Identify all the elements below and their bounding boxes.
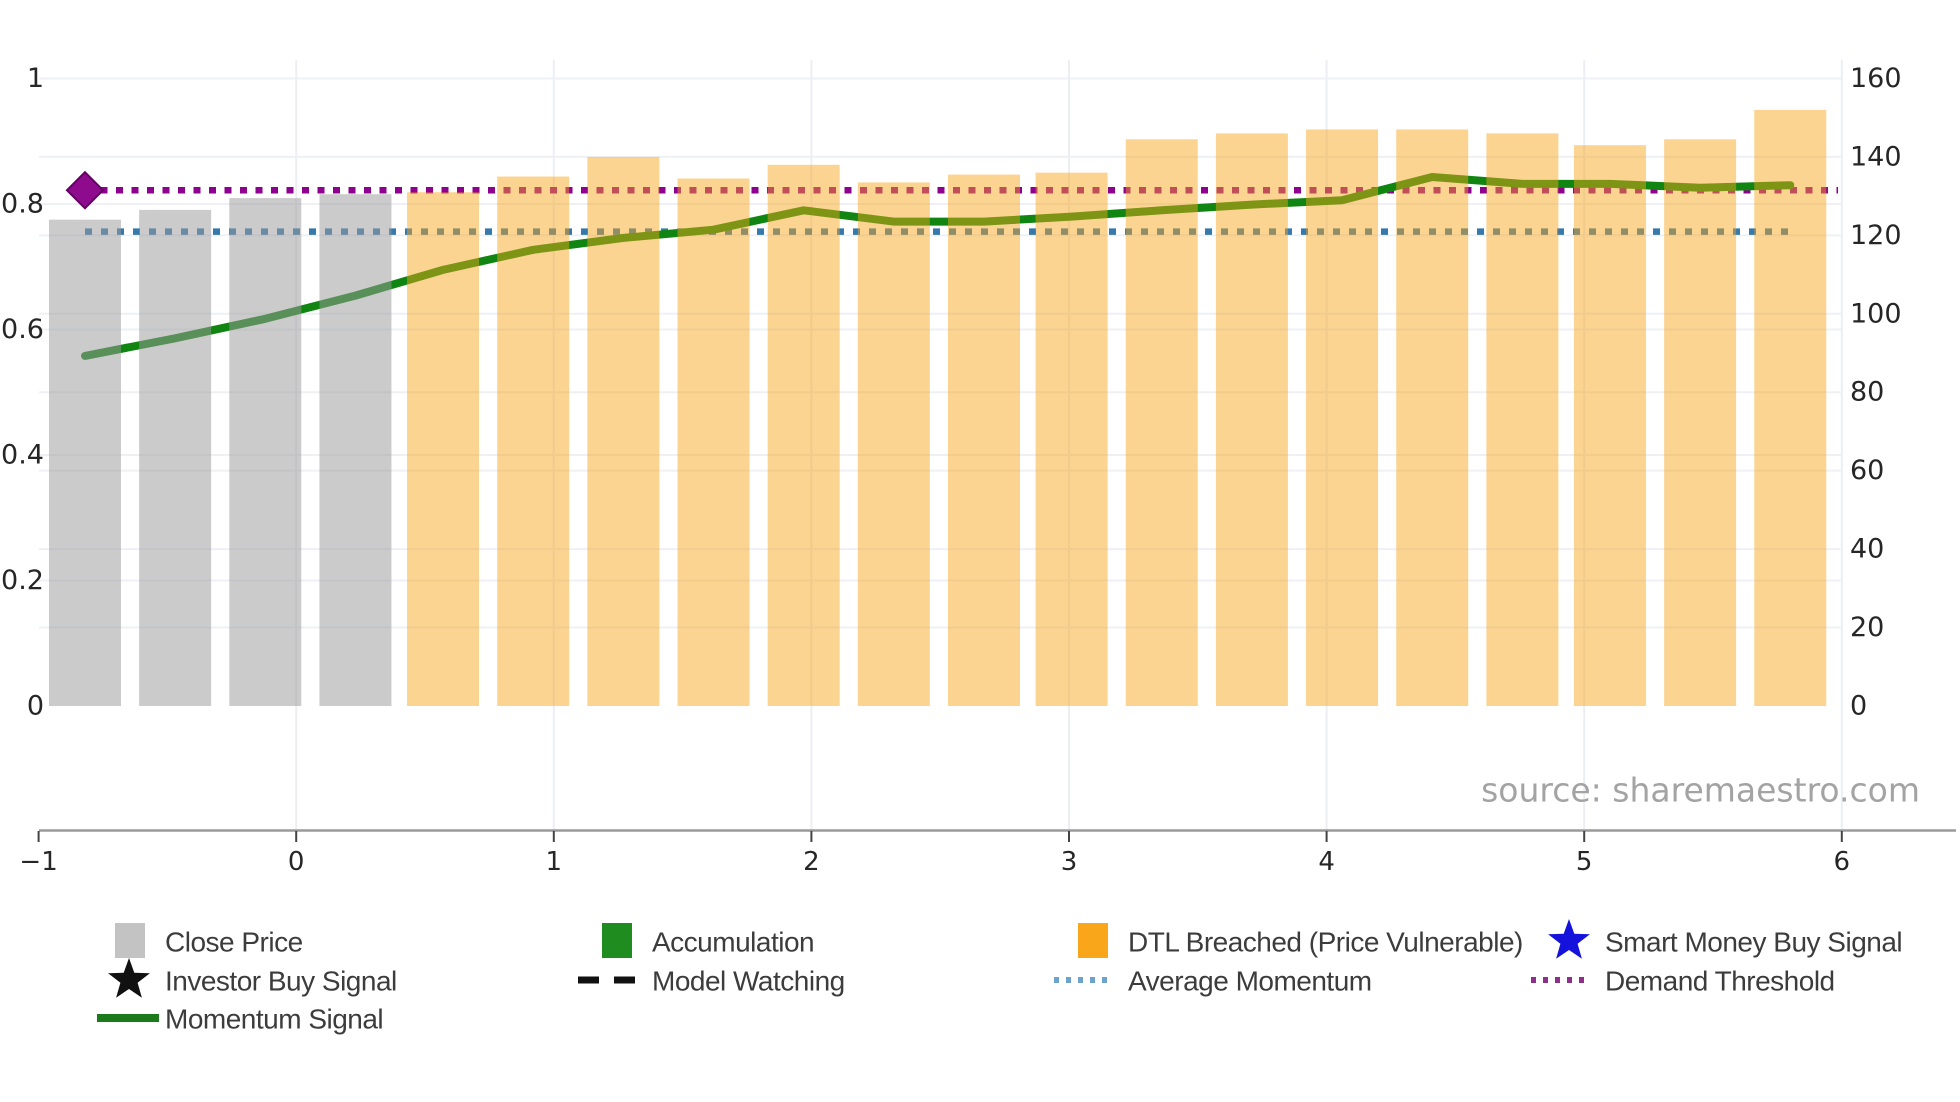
x-tick-label: 2	[803, 847, 820, 877]
dtl-breached-bar	[497, 176, 570, 706]
right-axis-tick-label: 40	[1850, 534, 1884, 565]
legend-item: Momentum Signal	[97, 1004, 384, 1035]
legend-square-swatch	[602, 923, 632, 958]
axis-layer: −1 0 1 2 3 4 5 600.20.40.60.8102040608010012014…	[1, 63, 1956, 877]
left-axis-tick-label: 0	[27, 691, 44, 722]
right-axis-tick-label: 120	[1850, 220, 1902, 251]
dtl-breached-bar	[1486, 133, 1559, 707]
right-axis-tick-label: 100	[1850, 298, 1902, 329]
dtl-breached-bar	[767, 164, 840, 706]
dtl-breached-bar	[1125, 139, 1198, 706]
legend-item: Close Price	[115, 923, 303, 958]
dtl-breached-bar	[1754, 109, 1827, 706]
x-tick-label: 5	[1576, 847, 1593, 877]
legend-item: DTL Breached (Price Vulnerable)	[1078, 923, 1523, 958]
legend-label: Model Watching	[652, 966, 845, 997]
threshold-lines-layer	[85, 186, 1838, 235]
x-tick-label: 4	[1318, 847, 1335, 877]
legend-label: Close Price	[165, 927, 303, 958]
legend-item: Smart Money Buy Signal	[1548, 919, 1903, 959]
legend-item: Investor Buy Signal	[108, 958, 397, 998]
dtl-breached-bar	[1215, 133, 1288, 707]
left-axis-tick-label: 1	[27, 63, 44, 94]
legend-item: Model Watching	[578, 966, 845, 997]
legend-square-swatch	[115, 923, 145, 958]
grid-layer	[39, 60, 1843, 830]
right-axis-tick-label: 0	[1850, 691, 1867, 722]
right-axis-tick-label: 140	[1850, 141, 1902, 172]
dtl-breached-bar	[407, 192, 480, 707]
dtl-breached-bar	[1035, 172, 1108, 707]
buy-marker-layer	[65, 170, 105, 210]
x-tick-label: 0	[288, 847, 305, 877]
bars-layer	[48, 109, 1827, 707]
left-axis-tick-label: 0.8	[1, 189, 44, 220]
legend-label: Smart Money Buy Signal	[1605, 927, 1902, 958]
close-price-bar	[139, 209, 212, 707]
dtl-breached-bar	[677, 178, 750, 706]
legend-label: Accumulation	[652, 927, 814, 958]
right-axis-tick-label: 60	[1850, 455, 1884, 486]
left-axis-tick-label: 0.6	[1, 314, 44, 345]
x-tick-label: 6	[1834, 847, 1851, 877]
legend-label: Demand Threshold	[1605, 966, 1835, 997]
dtl-breached-bar	[1664, 139, 1737, 706]
x-tick-label: −1	[19, 847, 57, 877]
right-axis-tick-label: 20	[1850, 612, 1884, 643]
dtl-breached-bar	[947, 174, 1020, 707]
legend-item: Demand Threshold	[1531, 966, 1835, 997]
left-axis-tick-label: 0.2	[1, 565, 44, 596]
legend: Close Price Accumulation DTL Breached (Pri…	[97, 919, 1903, 1035]
dtl-breached-bar	[587, 156, 660, 706]
demand-diamond-marker	[65, 170, 105, 210]
dtl-breached-bar	[1573, 145, 1646, 706]
legend-label: Investor Buy Signal	[165, 966, 397, 997]
x-tick-label: 1	[546, 847, 563, 877]
dtl-breached-bar	[857, 182, 930, 707]
right-axis-tick-label: 160	[1850, 63, 1902, 94]
dtl-breached-bar	[1306, 129, 1379, 706]
left-axis-tick-label: 0.4	[1, 440, 44, 471]
close-price-bar	[48, 219, 121, 707]
legend-label: Momentum Signal	[165, 1004, 383, 1035]
legend-star-icon	[108, 958, 150, 998]
legend-square-swatch	[1078, 923, 1108, 958]
x-tick-label: 3	[1061, 847, 1078, 877]
legend-item: Average Momentum	[1054, 966, 1372, 997]
legend-label: DTL Breached (Price Vulnerable)	[1128, 927, 1523, 958]
legend-label: Average Momentum	[1128, 966, 1372, 997]
right-axis-tick-label: 80	[1850, 377, 1884, 408]
close-price-bar	[229, 198, 302, 706]
legend-item: Accumulation	[602, 923, 815, 958]
source-note: source: sharemaestro.com	[1481, 771, 1920, 810]
dtl-breached-bar	[1396, 129, 1469, 706]
close-price-bar	[319, 194, 392, 706]
legend-star-icon	[1548, 919, 1590, 959]
